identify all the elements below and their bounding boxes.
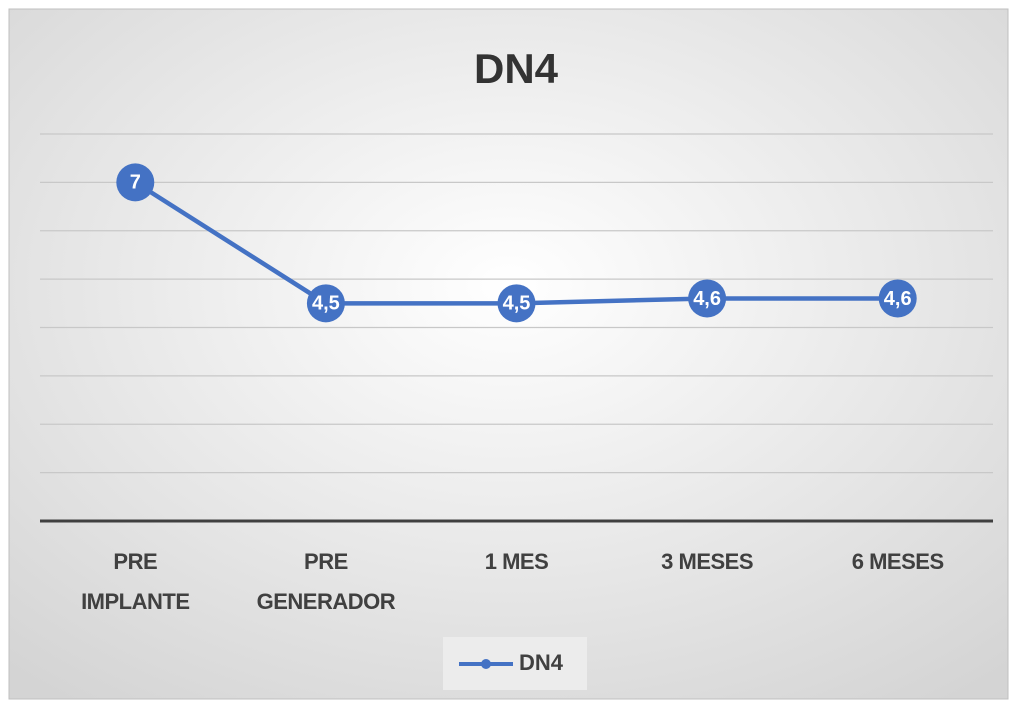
chart-title: DN4 — [474, 45, 559, 92]
data-label: 7 — [130, 172, 141, 194]
data-point — [306, 284, 345, 323]
x-tick-label: PRE GENERADOR — [256, 549, 396, 614]
x-tick-label: 6 MESES — [851, 549, 944, 574]
chart-background — [8, 8, 1009, 700]
data-label: 4,6 — [884, 288, 912, 310]
legend-label: DN4 — [519, 650, 564, 675]
legend-swatch — [459, 659, 513, 669]
data-point — [116, 163, 155, 202]
data-point — [497, 284, 536, 323]
data-point — [878, 279, 917, 318]
data-label: 4,6 — [693, 288, 721, 310]
x-tick-label: PRE IMPLANTE — [81, 549, 190, 614]
data-point — [688, 279, 727, 318]
data-label: 4,5 — [312, 293, 340, 315]
x-tick-label: 1 MES — [484, 549, 549, 574]
legend: DN4 — [443, 637, 587, 690]
legend-marker — [481, 659, 491, 669]
x-tick-label: 3 MESES — [661, 549, 754, 574]
data-label: 4,5 — [503, 293, 531, 315]
